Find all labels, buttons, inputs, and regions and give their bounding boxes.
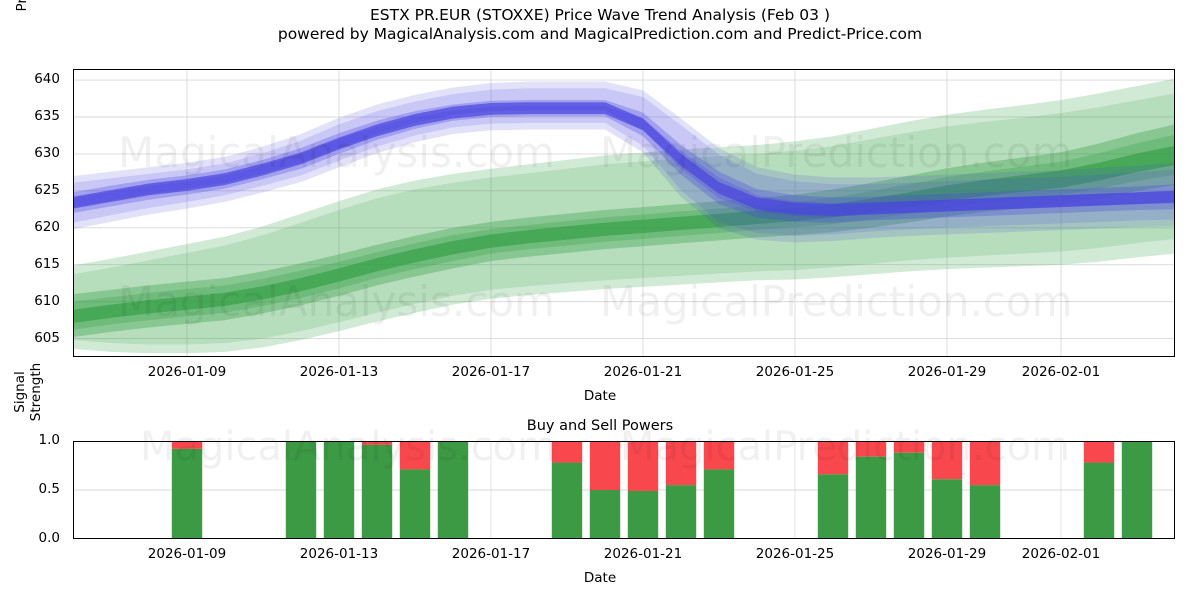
buy-power-bar: [285, 441, 317, 539]
sell-power-bar: [361, 441, 393, 445]
sell-power-bar: [171, 441, 203, 449]
page-subtitle: powered by MagicalAnalysis.com and Magic…: [277, 25, 923, 43]
sell-power-bar: [399, 441, 431, 470]
sell-power-bar: [703, 441, 735, 470]
bar-x-tick: 2026-01-21: [603, 546, 683, 562]
price-y-tick: 610: [34, 292, 60, 309]
bar-x-axis-label: Date: [583, 570, 617, 586]
price-y-tick: 635: [34, 108, 60, 124]
price-wave-plot-area: [73, 69, 1175, 357]
price-y-tick: 605: [34, 329, 60, 346]
buy-power-bar: [1121, 441, 1153, 539]
bar-plot-frame: [73, 441, 1175, 539]
sell-power-bar: [817, 441, 849, 475]
wave-band: [73, 93, 1175, 345]
buy-power-bar: [703, 469, 735, 539]
wave-band: [73, 102, 1175, 216]
price-y-tick: 630: [34, 144, 60, 161]
price-x-tick: 2026-01-13: [299, 364, 379, 380]
bar-x-tick: 2026-01-17: [451, 546, 531, 562]
wave-band: [73, 100, 1175, 223]
buy-power-bar: [589, 490, 621, 539]
price-x-tick: 2026-02-01: [1021, 364, 1101, 380]
price-x-axis-label: Date: [583, 388, 617, 404]
buy-power-bar: [931, 479, 963, 539]
price-y-tick: 620: [34, 218, 60, 235]
price-y-tick: 615: [34, 255, 60, 272]
wave-band: [73, 88, 1175, 236]
sell-power-bar: [969, 441, 1001, 486]
price-wave-svg: [73, 69, 1175, 357]
buy-power-bar: [323, 441, 355, 539]
buy-power-bar: [817, 474, 849, 539]
buy-power-bar: [437, 441, 469, 539]
sell-power-bar: [931, 441, 963, 480]
buy-sell-svg: [73, 441, 1175, 539]
bar-x-tick: 2026-01-29: [907, 546, 987, 562]
buy-power-bar: [893, 452, 925, 539]
buy-power-bar: [171, 448, 203, 539]
buy-power-bar: [665, 485, 697, 539]
bar-y-axis-label: Signal Strength: [12, 362, 44, 422]
sell-power-bar: [551, 441, 583, 463]
bar-x-tick: 2026-01-25: [755, 546, 835, 562]
buy-power-bar: [551, 462, 583, 539]
bar-x-tick: 2026-01-13: [299, 546, 379, 562]
buy-sell-plot-area: [73, 441, 1175, 539]
sell-power-bar: [589, 441, 621, 490]
buy-power-bar: [361, 444, 393, 539]
buy-power-bar: [1083, 462, 1115, 539]
buy-power-bar: [855, 456, 887, 539]
wave-band: [73, 78, 1175, 354]
buy-power-bar: [627, 490, 659, 539]
bar-x-tick: 2026-02-01: [1021, 546, 1101, 562]
price-x-tick: 2026-01-25: [755, 364, 835, 380]
chart-title-block: ESTX PR.EUR (STOXXE) Price Wave Trend An…: [0, 6, 1200, 44]
bar-x-tick: 2026-01-09: [147, 546, 227, 562]
price-plot-frame: [73, 69, 1175, 357]
sell-power-bar: [665, 441, 697, 486]
price-y-axis-label: Price: [14, 0, 30, 100]
bar-chart-title: Buy and Sell Powers: [526, 418, 674, 434]
price-y-tick: 625: [34, 181, 60, 198]
sell-power-bar: [893, 441, 925, 453]
bar-y-tick: 0.0: [38, 530, 60, 546]
price-x-tick: 2026-01-29: [907, 364, 987, 380]
sell-power-bar: [855, 441, 887, 457]
buy-power-bar: [969, 485, 1001, 539]
price-y-tick: 640: [34, 71, 60, 88]
price-x-tick: 2026-01-21: [603, 364, 683, 380]
bar-y-tick: 0.5: [38, 481, 60, 497]
page-title: ESTX PR.EUR (STOXXE) Price Wave Trend An…: [370, 6, 830, 24]
buy-power-bar: [399, 469, 431, 539]
sell-power-bar: [1083, 441, 1115, 463]
price-x-tick: 2026-01-09: [147, 364, 227, 380]
bar-y-tick: 1.0: [38, 432, 60, 448]
wave-band: [73, 145, 1175, 324]
price-x-tick: 2026-01-17: [451, 364, 531, 380]
sell-power-bar: [627, 441, 659, 491]
